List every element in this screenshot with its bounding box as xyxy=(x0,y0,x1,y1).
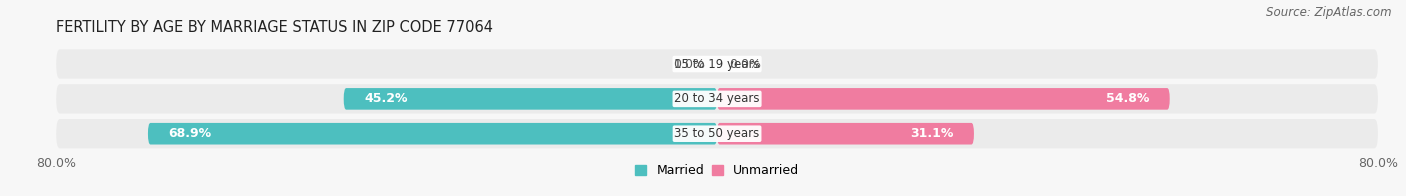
Text: 0.0%: 0.0% xyxy=(730,58,762,71)
FancyBboxPatch shape xyxy=(56,49,1378,79)
Text: 0.0%: 0.0% xyxy=(672,58,704,71)
Legend: Married, Unmarried: Married, Unmarried xyxy=(636,164,799,177)
Text: 68.9%: 68.9% xyxy=(169,127,212,140)
FancyBboxPatch shape xyxy=(56,119,1378,148)
Text: 35 to 50 years: 35 to 50 years xyxy=(675,127,759,140)
FancyBboxPatch shape xyxy=(343,88,717,110)
Text: Source: ZipAtlas.com: Source: ZipAtlas.com xyxy=(1267,6,1392,19)
Text: 54.8%: 54.8% xyxy=(1105,92,1149,105)
Text: 15 to 19 years: 15 to 19 years xyxy=(675,58,759,71)
Text: 45.2%: 45.2% xyxy=(364,92,408,105)
FancyBboxPatch shape xyxy=(717,123,974,144)
FancyBboxPatch shape xyxy=(56,84,1378,113)
FancyBboxPatch shape xyxy=(148,123,717,144)
FancyBboxPatch shape xyxy=(717,88,1170,110)
Text: FERTILITY BY AGE BY MARRIAGE STATUS IN ZIP CODE 77064: FERTILITY BY AGE BY MARRIAGE STATUS IN Z… xyxy=(56,20,494,35)
Text: 20 to 34 years: 20 to 34 years xyxy=(675,92,759,105)
Text: 31.1%: 31.1% xyxy=(910,127,953,140)
